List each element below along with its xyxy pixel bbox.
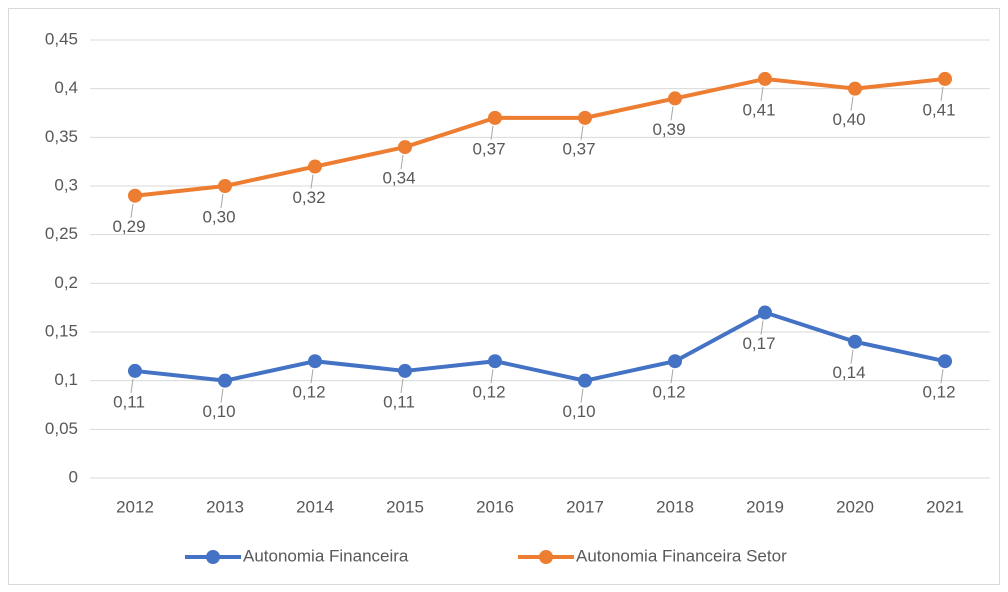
legend-label: Autonomia Financeira bbox=[243, 546, 409, 565]
x-tick-label: 2017 bbox=[566, 497, 604, 516]
data-label: 0,41 bbox=[742, 100, 775, 119]
leader-line bbox=[580, 388, 584, 403]
data-label: 0,10 bbox=[562, 402, 595, 421]
legend-label: Autonomia Financeira Setor bbox=[576, 546, 787, 565]
leader-line bbox=[850, 349, 854, 364]
leader-line bbox=[220, 193, 224, 209]
data-point bbox=[398, 140, 412, 155]
data-label: 0,32 bbox=[292, 188, 325, 207]
y-tick-label: 0,2 bbox=[54, 273, 78, 292]
y-tick-label: 0,35 bbox=[45, 127, 78, 146]
y-tick-label: 0,25 bbox=[45, 224, 78, 243]
data-point bbox=[218, 179, 232, 193]
data-point bbox=[668, 91, 682, 106]
y-tick-label: 0 bbox=[69, 467, 78, 486]
data-point bbox=[938, 354, 952, 369]
y-tick-label: 0,1 bbox=[54, 370, 78, 389]
leader-line bbox=[130, 203, 134, 218]
x-tick-label: 2018 bbox=[656, 497, 694, 516]
y-tick-label: 0,3 bbox=[54, 175, 78, 194]
x-tick-label: 2021 bbox=[926, 497, 964, 516]
data-label: 0,37 bbox=[472, 139, 505, 158]
leader-line bbox=[490, 369, 494, 384]
data-point bbox=[398, 363, 412, 378]
leader-line bbox=[670, 106, 674, 121]
x-tick-label: 2019 bbox=[746, 497, 784, 516]
series-line bbox=[134, 76, 946, 198]
leader-line bbox=[310, 174, 314, 189]
legend-marker bbox=[539, 550, 553, 564]
data-point bbox=[128, 363, 142, 378]
data-label: 0,10 bbox=[202, 402, 235, 421]
data-point bbox=[308, 354, 322, 369]
data-label: 0,37 bbox=[562, 139, 595, 158]
leader-line bbox=[220, 388, 224, 403]
leader-line bbox=[940, 86, 944, 102]
data-point bbox=[848, 81, 862, 96]
y-tick-label: 0,45 bbox=[45, 29, 78, 48]
data-label: 0,12 bbox=[472, 383, 505, 402]
data-point bbox=[218, 373, 232, 388]
leader-line bbox=[850, 96, 854, 111]
leader-line bbox=[130, 378, 134, 394]
leader-line bbox=[400, 378, 404, 394]
data-point bbox=[308, 159, 322, 174]
leader-line bbox=[490, 125, 494, 140]
x-tick-label: 2016 bbox=[476, 497, 514, 516]
data-label: 0,14 bbox=[832, 363, 865, 382]
data-label: 0,34 bbox=[382, 169, 415, 188]
y-tick-label: 0,15 bbox=[45, 321, 78, 340]
leader-line bbox=[760, 86, 764, 102]
data-point bbox=[758, 305, 772, 320]
data-label: 0,41 bbox=[922, 100, 955, 119]
leader-line bbox=[760, 320, 764, 335]
leader-line bbox=[310, 369, 314, 384]
data-label: 0,12 bbox=[652, 383, 685, 402]
x-tick-label: 2013 bbox=[206, 497, 244, 516]
leader-line bbox=[580, 125, 584, 140]
data-point bbox=[488, 354, 502, 369]
data-point bbox=[578, 110, 592, 125]
y-tick-label: 0,4 bbox=[54, 78, 78, 97]
data-label: 0,11 bbox=[383, 392, 415, 411]
data-label: 0,29 bbox=[112, 217, 145, 236]
legend-marker bbox=[206, 550, 220, 564]
data-point bbox=[668, 354, 682, 369]
data-label: 0,12 bbox=[922, 383, 955, 402]
data-label: 0,11 bbox=[113, 392, 145, 411]
x-tick-label: 2020 bbox=[836, 497, 874, 516]
data-point bbox=[578, 373, 592, 388]
leader-line bbox=[670, 369, 674, 384]
chart-border bbox=[8, 8, 1000, 585]
leader-line bbox=[940, 369, 944, 384]
data-label: 0,39 bbox=[652, 120, 685, 139]
data-point bbox=[848, 334, 862, 349]
data-label: 0,40 bbox=[832, 110, 865, 129]
data-label: 0,12 bbox=[292, 383, 325, 402]
data-point bbox=[488, 110, 502, 125]
data-point bbox=[758, 71, 772, 86]
data-point bbox=[128, 188, 142, 203]
x-tick-label: 2012 bbox=[116, 497, 154, 516]
x-tick-label: 2014 bbox=[296, 497, 334, 516]
data-label: 0,30 bbox=[202, 207, 235, 226]
series-line bbox=[134, 310, 946, 383]
data-label: 0,17 bbox=[742, 334, 775, 353]
y-tick-label: 0,05 bbox=[45, 419, 78, 438]
x-tick-label: 2015 bbox=[386, 497, 424, 516]
leader-line bbox=[400, 154, 404, 170]
data-point bbox=[938, 71, 952, 86]
